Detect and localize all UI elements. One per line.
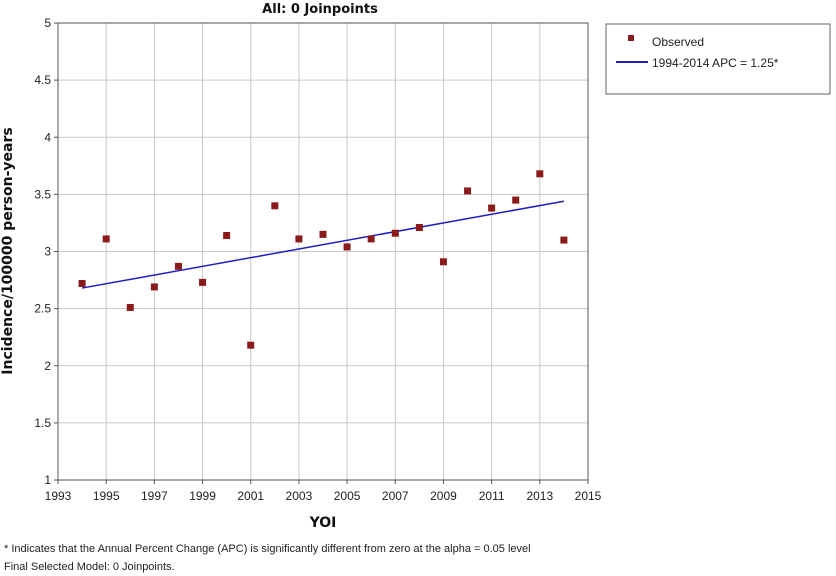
y-tick-label: 2.5 — [34, 302, 51, 316]
x-tick-label: 2015 — [575, 489, 602, 503]
y-tick-label: 4.5 — [34, 73, 51, 87]
x-tick-label: 1999 — [189, 489, 216, 503]
observed-point — [247, 341, 255, 349]
observed-point — [295, 235, 303, 243]
observed-point — [102, 235, 110, 243]
y-tick-label: 3.5 — [34, 187, 51, 201]
x-tick-label: 1997 — [141, 489, 168, 503]
chart-title: All: 0 Joinpoints — [262, 2, 378, 17]
observed-point — [271, 202, 279, 210]
y-axis-title: Incidence/100000 person-years — [0, 127, 16, 374]
observed-point — [199, 278, 207, 286]
observed-point — [560, 236, 568, 244]
grid — [57, 22, 589, 481]
legend-observed-label: Observed — [652, 35, 704, 49]
x-tick-label: 2003 — [286, 489, 313, 503]
y-tick-label: 4 — [44, 130, 51, 144]
observed-point — [512, 196, 520, 204]
y-tick-label: 1.5 — [34, 416, 51, 430]
observed-point — [319, 230, 327, 238]
observed-point — [536, 170, 544, 178]
legend-observed-marker — [628, 35, 634, 41]
x-axis: 1993 1995 1997 1999 2001 2003 2005 2007 2009 2011… — [45, 480, 602, 503]
series-layer — [78, 170, 568, 349]
legend-box — [605, 23, 831, 95]
x-tick-label: 2009 — [430, 489, 457, 503]
x-tick-label: 2005 — [334, 489, 361, 503]
y-tick-label: 1 — [44, 473, 51, 487]
x-axis-title: YOI — [309, 515, 337, 531]
observed-point — [78, 279, 86, 287]
y-tick-label: 3 — [44, 245, 51, 259]
final-model-note: Final Selected Model: 0 Joinpoints. — [4, 561, 175, 573]
observed-point — [391, 229, 399, 237]
legend: Observed 1994-2014 APC = 1.25* — [605, 23, 831, 95]
observed-point — [126, 303, 134, 311]
x-tick-label: 2011 — [479, 489, 505, 503]
observed-point — [174, 262, 182, 270]
y-tick-label: 2 — [44, 359, 51, 373]
y-axis: 1 1.5 2 2.5 3 3.5 4 4.5 5 — [34, 16, 58, 487]
chart: All: 0 Joinpoints 1993 1995 1997 1999 2001 20… — [0, 2, 831, 531]
observed-point — [367, 235, 375, 243]
observed-point — [488, 204, 496, 212]
footnote: * Indicates that the Annual Percent Chan… — [4, 543, 531, 555]
x-tick-label: 2013 — [526, 489, 553, 503]
observed-point — [464, 187, 472, 195]
x-tick-label: 1993 — [45, 489, 72, 503]
observed-point — [150, 283, 158, 291]
x-tick-label: 2007 — [382, 489, 409, 503]
legend-trend-label: 1994-2014 APC = 1.25* — [652, 56, 779, 70]
observed-point — [439, 258, 447, 266]
observed-point — [343, 243, 351, 251]
x-tick-label: 2001 — [237, 489, 264, 503]
observed-point — [415, 224, 423, 232]
trend-line — [81, 200, 565, 289]
x-tick-label: 1995 — [93, 489, 120, 503]
observed-point — [223, 232, 231, 240]
y-tick-label: 5 — [44, 16, 51, 30]
